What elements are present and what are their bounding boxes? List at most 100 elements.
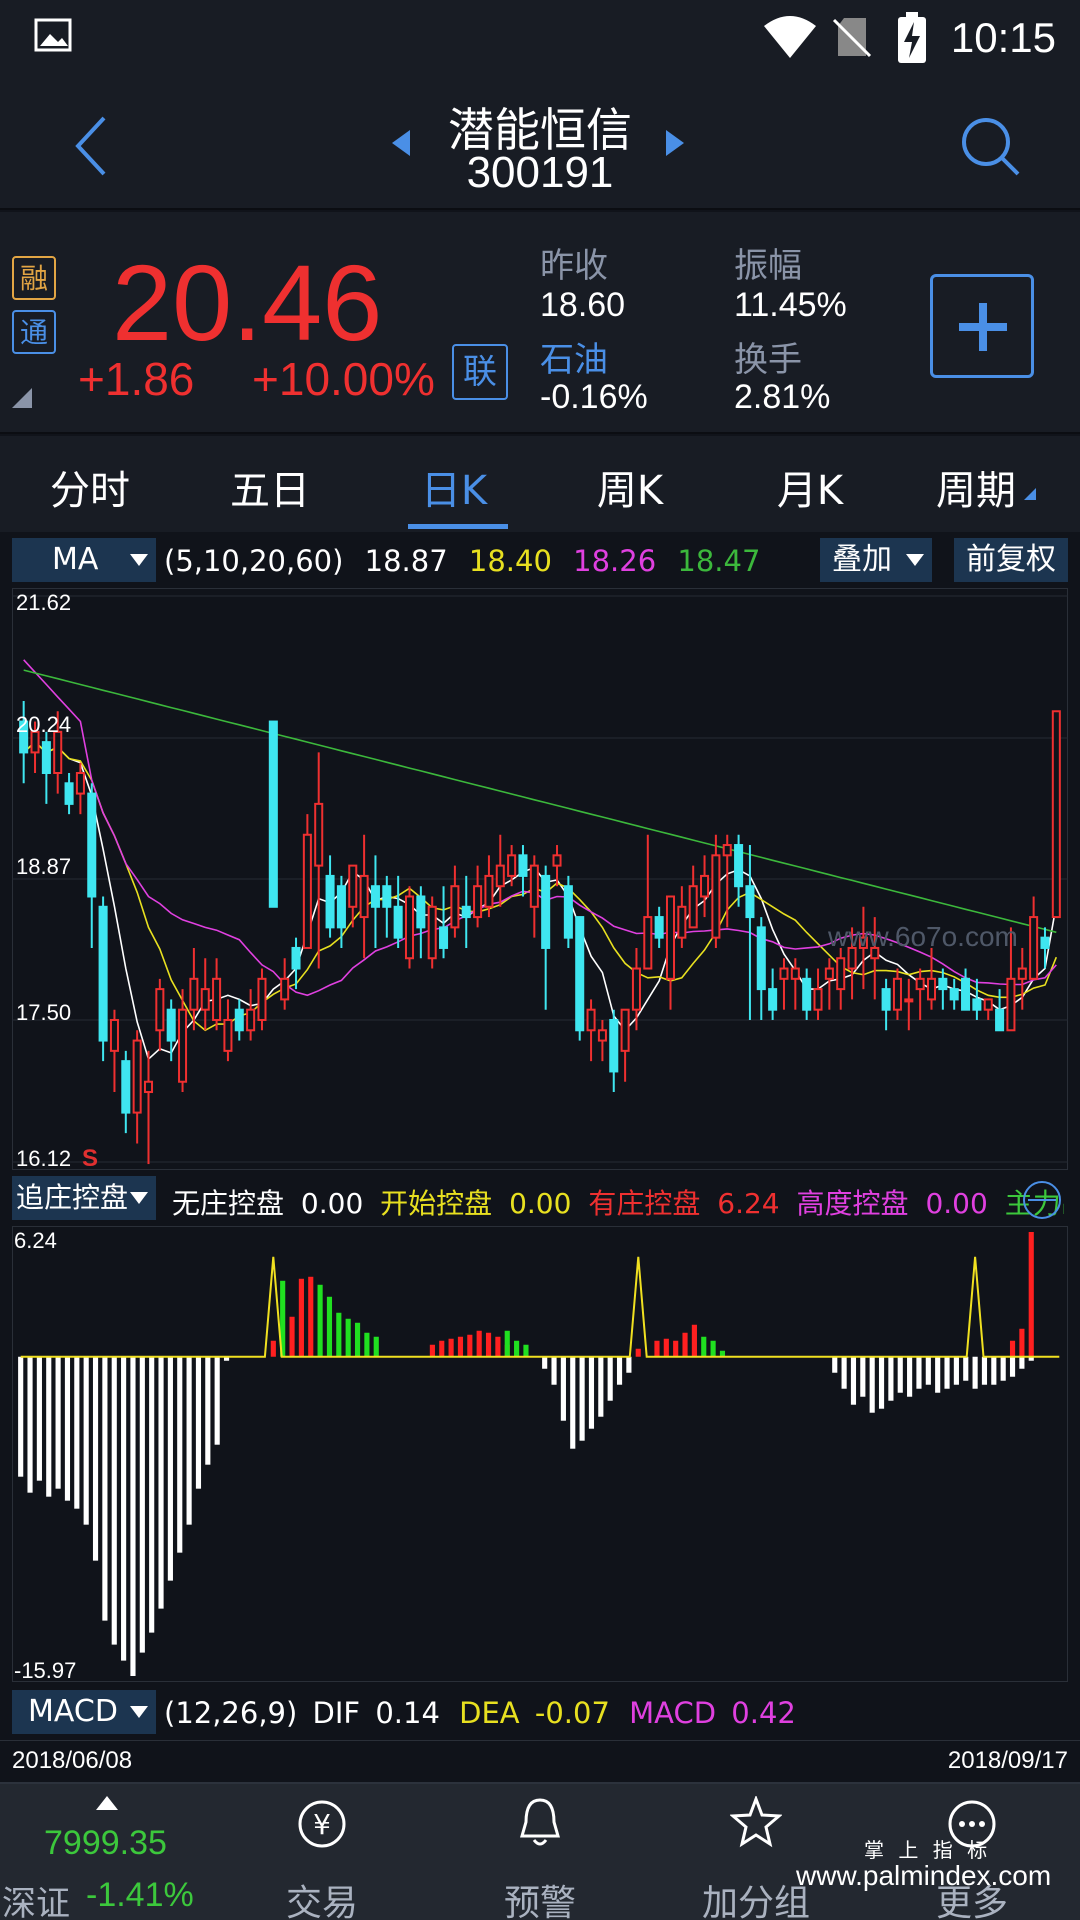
indicator-bar xyxy=(317,1284,323,1357)
status-bar: 10:15 xyxy=(0,0,1080,80)
candle-body xyxy=(382,885,392,908)
indicator-bar xyxy=(64,1356,71,1501)
nav-trade[interactable]: ¥ 交易 xyxy=(222,1784,422,1920)
link-tag[interactable]: 联 xyxy=(452,344,508,400)
indicator-bar xyxy=(223,1356,230,1361)
overlay-button[interactable]: 叠加 xyxy=(820,538,932,582)
ma-dropdown[interactable]: MA xyxy=(12,538,156,582)
candle-body xyxy=(166,1008,176,1042)
dif-label: DIF xyxy=(312,1696,361,1730)
candle-body xyxy=(983,998,993,1011)
ma-line-ma20 xyxy=(23,659,1057,997)
tab-period[interactable]: 周期 xyxy=(936,468,1016,514)
indicator-bar xyxy=(953,1356,959,1385)
gallery-icon xyxy=(34,18,72,52)
plus-icon xyxy=(959,303,1007,351)
indicator-bar xyxy=(280,1280,286,1357)
candle-body xyxy=(972,998,982,1011)
prev-close-label: 昨收 xyxy=(540,246,608,286)
candle-body xyxy=(461,905,471,919)
tab-weekly-k[interactable]: 周K xyxy=(596,468,664,514)
indicator-bar xyxy=(298,1278,304,1357)
index-change: -1.41% xyxy=(86,1876,194,1914)
turnover-label: 换手 xyxy=(734,340,802,380)
dea-value: -0.07 xyxy=(534,1696,610,1730)
indicator-bar xyxy=(673,1340,679,1357)
candle-body xyxy=(257,977,267,1021)
macd-dropdown-label: MACD xyxy=(28,1694,118,1729)
start-date: 2018/06/08 xyxy=(12,1747,133,1774)
indicator-dropdown[interactable]: 追庄控盘 xyxy=(12,1176,156,1220)
indicator-chart[interactable]: 6.24 -15.97 xyxy=(12,1226,1068,1682)
macd-legend: (12,26,9) DIF 0.14 DEA -0.07 MACD 0.42 xyxy=(164,1696,796,1730)
indicator-bar xyxy=(654,1340,660,1357)
search-icon[interactable] xyxy=(958,114,1022,178)
indicator-bar xyxy=(27,1356,33,1493)
indicator-bar xyxy=(130,1356,136,1676)
tab-monthly-k[interactable]: 月K xyxy=(776,468,844,514)
candle-body xyxy=(824,967,834,980)
candle-body xyxy=(915,977,925,991)
prev-stock-icon[interactable] xyxy=(390,128,412,158)
back-icon[interactable] xyxy=(72,114,108,178)
index-quote[interactable]: 7999.35 深证 -1.41% xyxy=(0,1784,210,1920)
indicator-bar xyxy=(710,1340,716,1357)
candle-body xyxy=(858,936,868,949)
nav-group[interactable]: 加分组 xyxy=(656,1784,856,1920)
wifi-icon xyxy=(764,16,816,58)
candle-body xyxy=(768,988,778,1011)
sector-label[interactable]: 石油 xyxy=(540,340,608,380)
candle-body xyxy=(609,1018,619,1073)
indicator-bar xyxy=(149,1356,155,1633)
indicator-bar xyxy=(111,1356,117,1645)
indicator-bar xyxy=(158,1356,164,1609)
indicator-settings-icon[interactable] xyxy=(1020,1178,1064,1222)
chevron-down-icon xyxy=(906,554,924,566)
indicator-bar xyxy=(869,1356,875,1413)
nav-alert[interactable]: 预警 xyxy=(440,1784,640,1920)
indicator-legend: 无庄控盘 0.00 开始控盘 0.00 有庄控盘 6.24 高度控盘 0.00 … xyxy=(172,1182,1064,1222)
indicator-bar xyxy=(542,1356,548,1369)
next-stock-icon[interactable] xyxy=(664,128,686,158)
macd-dropdown[interactable]: MACD xyxy=(12,1690,156,1734)
indicator-bar xyxy=(336,1312,342,1357)
candle-body xyxy=(779,967,789,980)
trade-icon: ¥ xyxy=(298,1800,346,1848)
watermark: www.6o7o.com xyxy=(827,921,1018,952)
nav-more[interactable]: 更多 xyxy=(872,1784,1072,1920)
indicator-bar xyxy=(588,1356,595,1429)
indicator-bar xyxy=(916,1356,922,1389)
candle-body xyxy=(189,977,199,1011)
ma10-value: 18.40 xyxy=(468,544,552,578)
indicator-bar xyxy=(719,1350,726,1357)
candle-body xyxy=(450,885,460,929)
kline-chart[interactable]: www.6o7o.com 21.62 20.24 18.87 17.50 16.… xyxy=(12,588,1068,1170)
adjust-button[interactable]: 前复权 xyxy=(954,538,1068,582)
candle-body xyxy=(677,905,687,939)
quote-panel: 融 通 20.46 +1.86 +10.00% 联 昨收 18.60 石油 -0… xyxy=(0,212,1080,434)
add-to-watchlist-button[interactable] xyxy=(930,274,1034,378)
tab-five-day[interactable]: 五日 xyxy=(230,468,310,514)
candle-body xyxy=(439,926,449,949)
nav-group-label: 加分组 xyxy=(701,1883,810,1920)
candle-body xyxy=(200,988,210,1011)
date-axis: 2018/06/08 2018/09/17 xyxy=(0,1740,1080,1780)
indicator-bar xyxy=(373,1336,379,1357)
indicator-bar xyxy=(429,1344,435,1357)
connect-tag: 通 xyxy=(12,310,56,354)
candle-body xyxy=(995,1008,1005,1032)
turnover-value: 2.81% xyxy=(734,378,831,416)
tab-daily-k[interactable]: 日K xyxy=(420,468,488,514)
indicator-bar xyxy=(102,1356,108,1621)
indicator-bar xyxy=(205,1356,211,1465)
candle-body xyxy=(575,916,585,1032)
candle-body xyxy=(665,895,676,980)
indicator-bar xyxy=(897,1356,903,1393)
indicator-bar xyxy=(635,1348,641,1357)
indicator-bar xyxy=(682,1332,688,1357)
candle-body xyxy=(121,1060,131,1114)
indicator-bar xyxy=(560,1356,566,1421)
tab-intraday[interactable]: 分时 xyxy=(50,468,130,514)
candle-body xyxy=(631,967,641,1011)
corner-triangle-icon xyxy=(12,388,32,408)
